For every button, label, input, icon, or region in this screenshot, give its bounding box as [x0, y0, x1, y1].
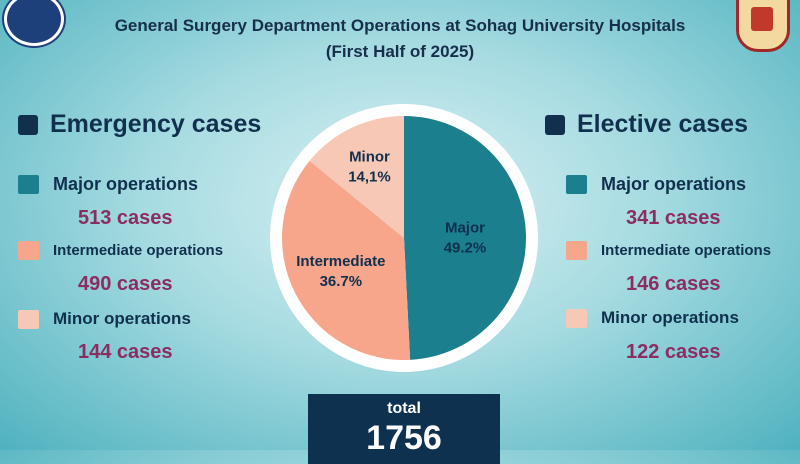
elective-intermediate-count: 146 cases [626, 273, 721, 295]
elective-minor-legend: Minor operations [566, 308, 739, 328]
emergency-major-legend: Major operations [18, 174, 198, 195]
total-label: total [387, 400, 421, 417]
hospital-crest-logo [736, 0, 790, 52]
pie-slice-value-major: 49.2% [444, 239, 487, 256]
elective-major-count: 341 cases [626, 207, 721, 229]
emergency-major-count: 513 cases [78, 207, 173, 229]
emergency-intermediate-count: 490 cases [78, 273, 173, 295]
legend-label: Major operations [53, 174, 199, 194]
emergency-heading: Emergency cases [18, 110, 261, 139]
elective-intermediate-legend: Intermediate operations [566, 241, 771, 260]
minor-swatch [566, 308, 587, 328]
pie-slice-name-minor: Minor [349, 148, 390, 165]
elective-minor-count: 122 cases [626, 341, 721, 363]
university-seal-logo [4, 0, 64, 46]
legend-label: Intermediate operations [601, 242, 772, 259]
page-title: General Surgery Department Operations at… [114, 16, 686, 35]
major-swatch [18, 175, 39, 194]
legend-label: Intermediate operations [53, 242, 224, 259]
pie-slice-name-intermediate: Intermediate [296, 253, 385, 270]
intermediate-swatch [18, 241, 39, 260]
legend-label: Minor operations [601, 308, 739, 327]
pie-slice-name-major: Major [445, 219, 485, 236]
minor-swatch [18, 309, 39, 329]
legend-label: Major operations [601, 174, 747, 194]
pie-slice-minor [309, 116, 404, 238]
pie-slice-major [404, 116, 526, 360]
emergency-intermediate-legend: Intermediate operations [18, 241, 223, 260]
elective-heading: Elective cases [545, 110, 748, 139]
legend-label: Minor operations [53, 309, 191, 328]
operations-pie-chart: Major 49.2% Intermediate 36.7% Minor 14,1% [270, 104, 538, 372]
elective-heading-marker [545, 114, 565, 135]
emergency-heading-label: Emergency cases [50, 110, 262, 138]
pie-slice-value-minor: 14,1% [348, 168, 391, 185]
elective-major-legend: Major operations [566, 174, 746, 195]
intermediate-swatch [566, 241, 587, 260]
pie-svg: Major 49.2% Intermediate 36.7% Minor 14,1% [270, 104, 538, 372]
total-box: total 1756 [308, 394, 500, 464]
emergency-heading-marker [18, 114, 38, 135]
page-subtitle: (First Half of 2025) [325, 42, 475, 61]
pie-slice-value-intermediate: 36.7% [320, 273, 363, 290]
emergency-minor-legend: Minor operations [18, 309, 191, 329]
total-value: 1756 [366, 419, 442, 457]
pie-slice-intermediate [282, 160, 411, 360]
emergency-minor-count: 144 cases [78, 341, 173, 363]
elective-heading-label: Elective cases [577, 110, 748, 138]
major-swatch [566, 175, 587, 194]
